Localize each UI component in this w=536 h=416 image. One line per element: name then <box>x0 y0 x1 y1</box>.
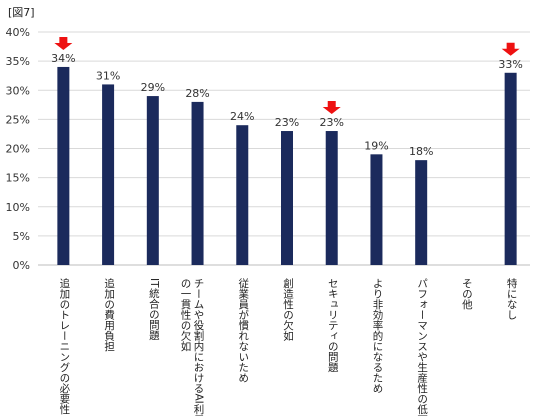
svg-text:創造性の欠如: 創造性の欠如 <box>282 277 294 342</box>
x-tick-label: 従業員が慣れないため <box>237 277 249 383</box>
bar <box>57 66 70 265</box>
svg-text:チームや役割内におけるAI利用: チームや役割内におけるAI利用 <box>193 278 205 416</box>
data-label: 18% <box>409 145 433 158</box>
y-tick-label: 15% <box>6 172 30 185</box>
bar <box>415 160 428 265</box>
svg-text:IT統合の問題: IT統合の問題 <box>148 278 160 340</box>
data-label: 24% <box>230 110 254 123</box>
data-label: 23% <box>275 116 299 129</box>
bar <box>191 101 204 266</box>
bar <box>102 84 115 265</box>
x-axis-categories: 追加のトレーニングの必要性 追加の費用負担 IT統合の問題 チームや役割内におけるAI… <box>58 277 517 416</box>
data-label: 29% <box>141 81 165 94</box>
y-tick-label: 40% <box>6 26 30 39</box>
figure-label: [図7] <box>8 6 35 19</box>
y-tick-label: 0% <box>13 259 30 272</box>
bar <box>325 131 338 265</box>
svg-text:追加の費用負担: 追加の費用負担 <box>103 277 115 351</box>
bar <box>146 96 159 265</box>
x-tick-label: セキュリティの問題 <box>327 278 339 373</box>
data-label: 28% <box>185 87 209 100</box>
data-label: 34% <box>51 52 75 65</box>
svg-text:追加のトレーニングの必要性: 追加のトレーニングの必要性 <box>58 277 70 415</box>
highlight-arrow-icon <box>54 36 73 50</box>
bar <box>281 131 293 265</box>
bar <box>504 72 517 266</box>
x-tick-label: パフォーマンスや生産性の低下 <box>416 278 428 416</box>
x-tick-label: より非効率的になるため <box>371 278 383 394</box>
data-label: 31% <box>96 69 120 82</box>
bars <box>57 66 517 266</box>
bar <box>370 154 383 265</box>
y-tick-label: 35% <box>6 55 30 68</box>
data-labels: 34% 31% 29% 28% 24% 23% 23% 19% 18% 33% <box>51 52 523 158</box>
x-tick-label: その他 <box>461 278 473 310</box>
svg-text:の一貫性の欠如: の一貫性の欠如 <box>180 278 192 352</box>
y-tick-label: 20% <box>6 143 30 156</box>
svg-text:その他: その他 <box>461 278 473 310</box>
highlight-arrows <box>54 36 520 115</box>
highlight-arrow-icon <box>322 101 341 115</box>
y-tick-label: 25% <box>6 113 30 126</box>
y-tick-label: 10% <box>6 201 30 214</box>
x-tick-label: IT統合の問題 <box>148 278 160 340</box>
svg-text:セキュリティの問題: セキュリティの問題 <box>327 278 339 373</box>
svg-text:パフォーマンスや生産性の低下: パフォーマンスや生産性の低下 <box>416 278 428 416</box>
svg-text:より非効率的になるため: より非効率的になるため <box>371 278 383 394</box>
x-tick-label: 特になし <box>506 278 518 320</box>
x-tick-label: 追加の費用負担 <box>103 277 115 351</box>
x-tick-label: 追加のトレーニングの必要性 <box>58 277 70 415</box>
svg-text:特になし: 特になし <box>506 278 518 320</box>
data-label: 23% <box>320 116 344 129</box>
y-tick-label: 5% <box>13 230 30 243</box>
highlight-arrow-icon <box>501 42 520 56</box>
data-label: 33% <box>498 58 522 71</box>
data-label: 19% <box>364 139 388 152</box>
bar <box>236 125 249 265</box>
x-tick-label: 創造性の欠如 <box>282 277 294 342</box>
svg-text:従業員が慣れないため: 従業員が慣れないため <box>237 277 249 383</box>
y-tick-label: 30% <box>6 84 30 97</box>
y-axis-ticks: 0% 5% 10% 15% 20% 25% 30% 35% 40% <box>6 26 30 272</box>
